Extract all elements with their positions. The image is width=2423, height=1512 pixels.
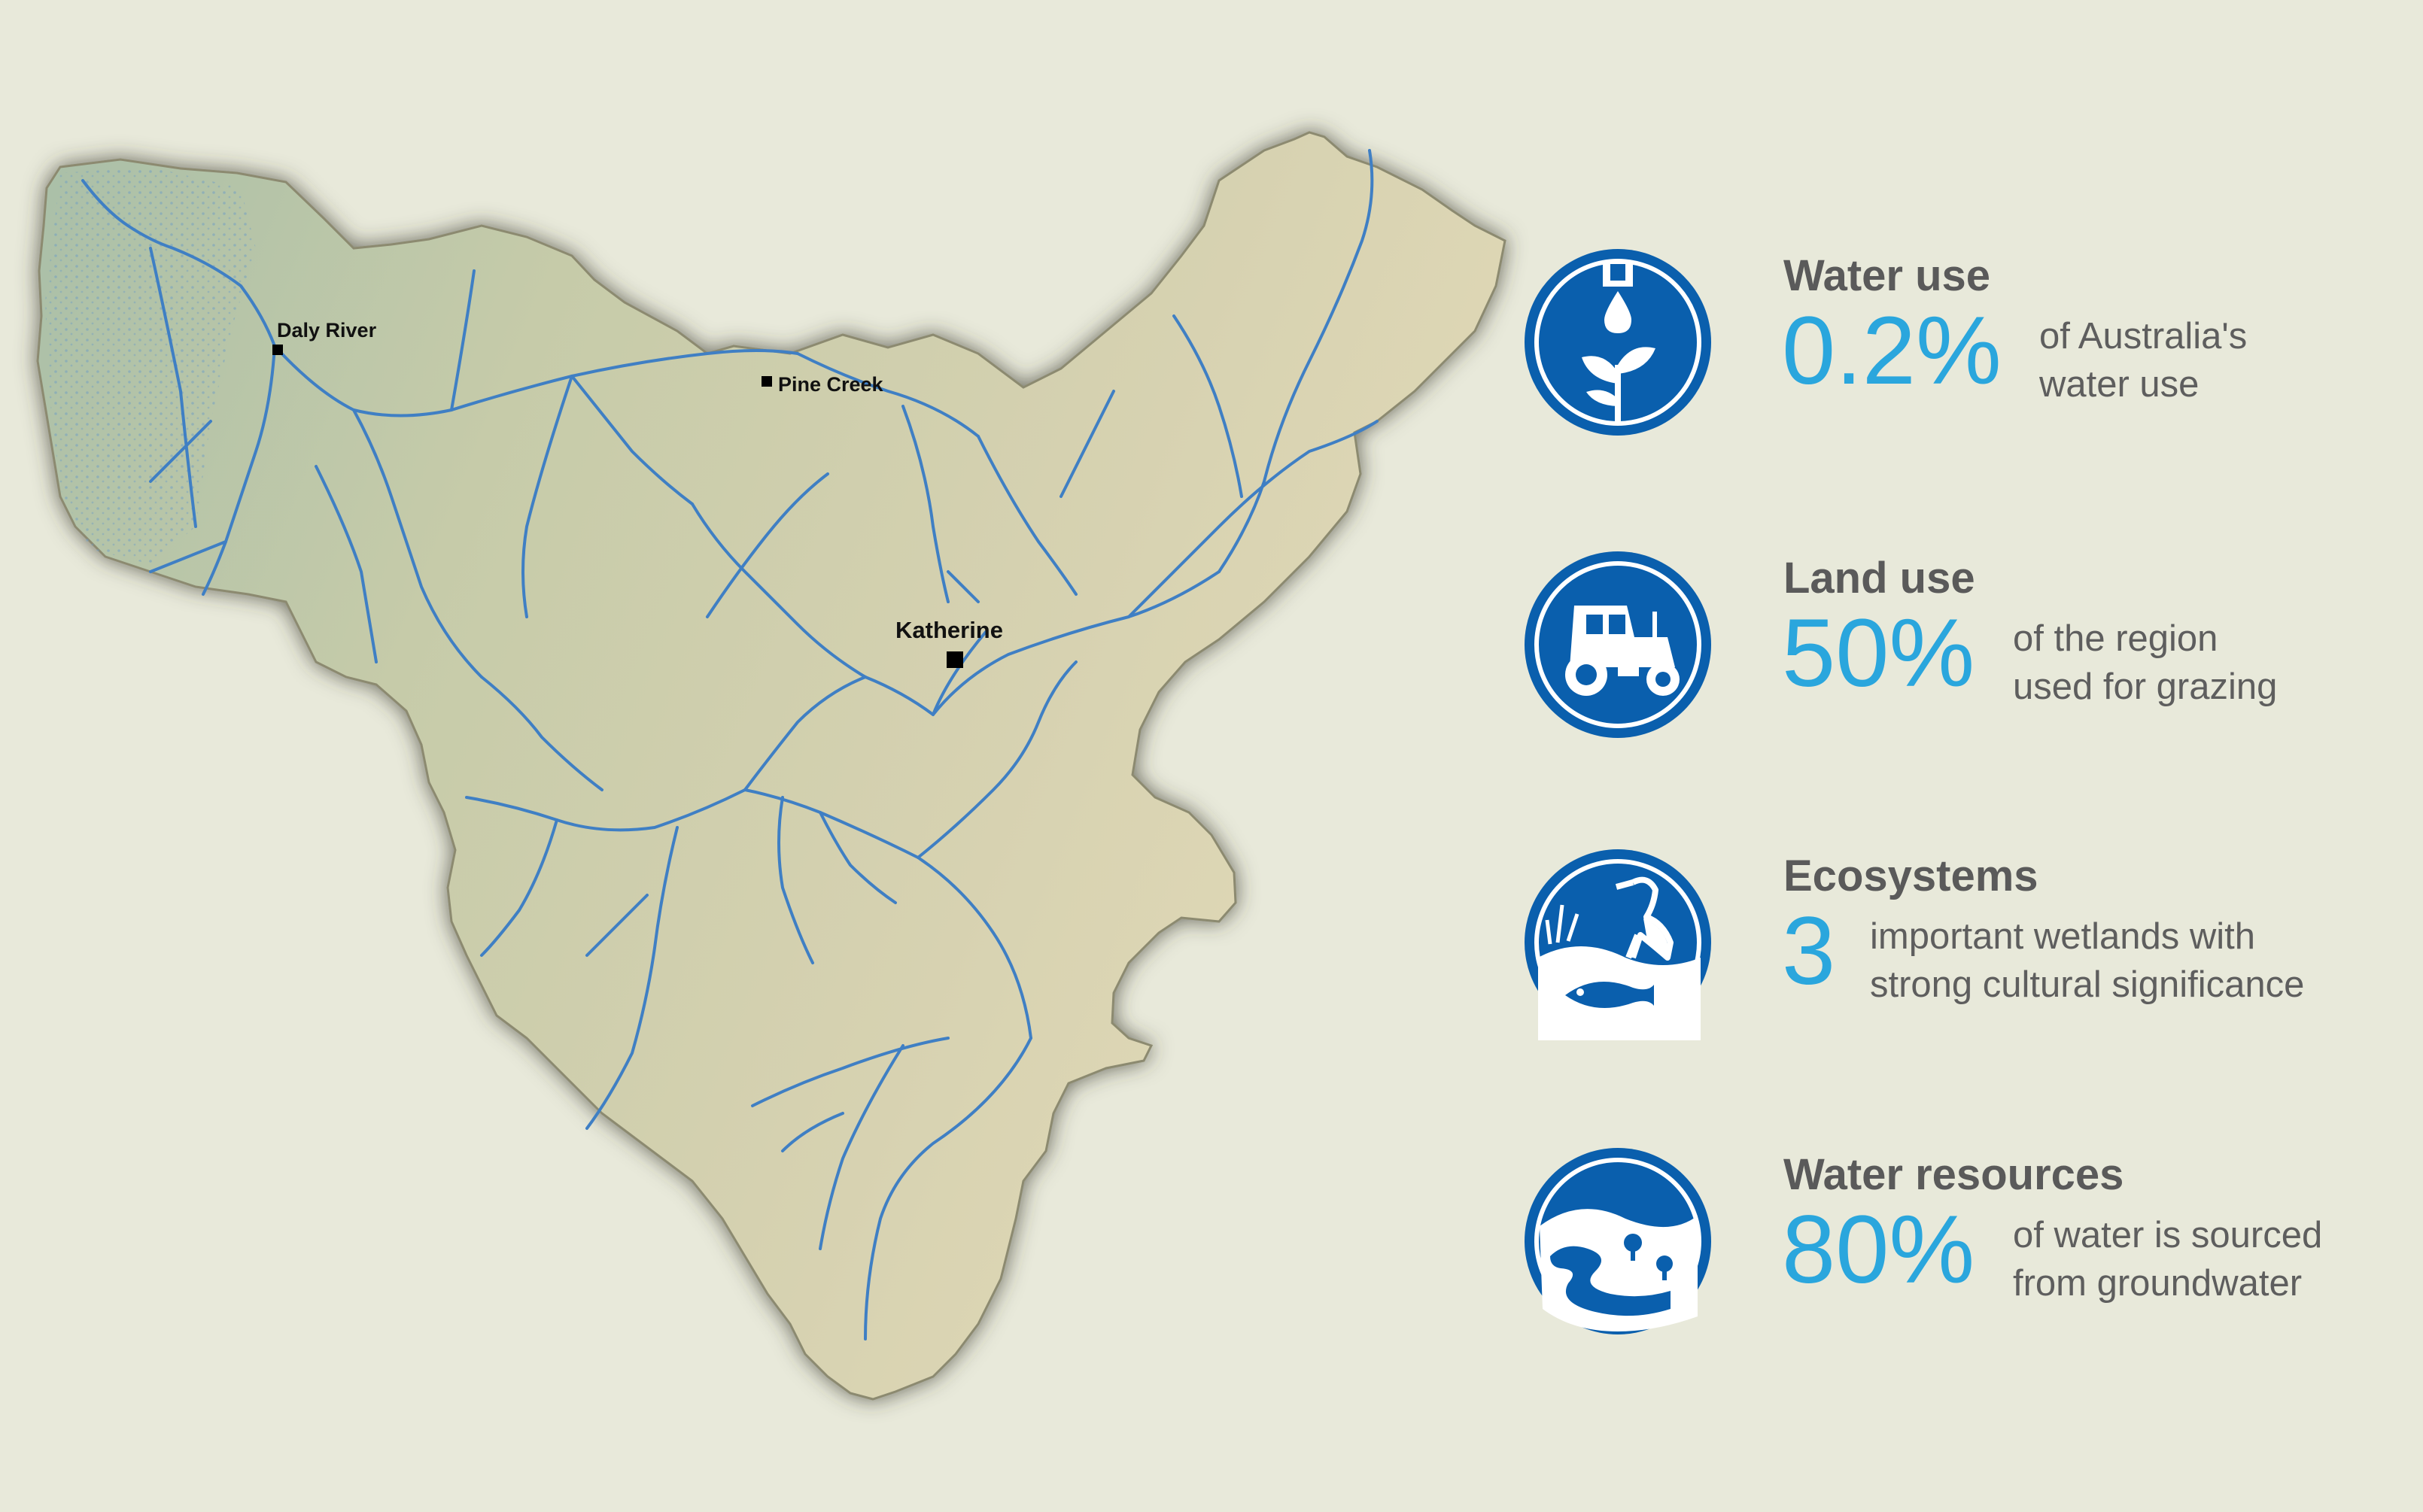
floodplain-area	[45, 167, 256, 564]
town-label: Daly River	[277, 319, 377, 342]
stat-desc-line: from groundwater	[2013, 1263, 2303, 1304]
town-daly-river: Daly River	[272, 319, 377, 355]
catchment-map: Daly River Pine Creek Katherine	[36, 131, 1506, 1401]
river-network	[81, 149, 1379, 1340]
town-pine-creek: Pine Creek	[762, 373, 884, 396]
stat-title: Water use	[1783, 251, 1991, 300]
stat-value: 3	[1782, 897, 1836, 1005]
stat-ecosystems: Ecosystems 3 important wetlands with str…	[1520, 845, 2408, 1040]
groundwater-river-icon	[1525, 1148, 1711, 1334]
stat-land-use: Land use 50% of the region used for graz…	[1520, 547, 2408, 742]
heron-fish-wetland-icon	[1525, 849, 1711, 1040]
stat-desc-line: of water is sourced	[2013, 1215, 2323, 1255]
stat-description: of the region used for grazing	[2013, 615, 2277, 711]
stat-desc-line: used for grazing	[2013, 666, 2278, 707]
tractor-icon	[1525, 551, 1711, 738]
stat-value: 50%	[1782, 600, 1975, 707]
stat-value: 0.2%	[1782, 297, 2002, 405]
stat-title: Land use	[1783, 554, 1975, 603]
stat-title: Ecosystems	[1783, 852, 2038, 900]
catchment-boundary	[36, 131, 1506, 1401]
stat-desc-line: strong cultural significance	[1870, 964, 2305, 1005]
stat-water-resources: Water resources 80% of water is sourced …	[1520, 1143, 2408, 1339]
town-katherine: Katherine	[895, 617, 1003, 668]
stat-description: important wetlands with strong cultural …	[1870, 912, 2304, 1009]
stat-description: of Australia's water use	[2039, 312, 2247, 408]
stat-desc-line: important wetlands with	[1870, 916, 2256, 957]
town-label: Katherine	[895, 617, 1003, 643]
stat-desc-line: of Australia's	[2039, 316, 2248, 357]
stat-title: Water resources	[1783, 1150, 2124, 1199]
stat-value: 80%	[1782, 1196, 1975, 1304]
stat-water-use: Water use 0.2% of Australia's water use	[1520, 244, 2408, 440]
stat-description: of water is sourced from groundwater	[2013, 1211, 2322, 1307]
water-drop-plant-icon	[1525, 249, 1711, 436]
town-label: Pine Creek	[778, 373, 884, 396]
stat-desc-line: of the region	[2013, 618, 2218, 659]
stat-desc-line: water use	[2039, 364, 2200, 405]
